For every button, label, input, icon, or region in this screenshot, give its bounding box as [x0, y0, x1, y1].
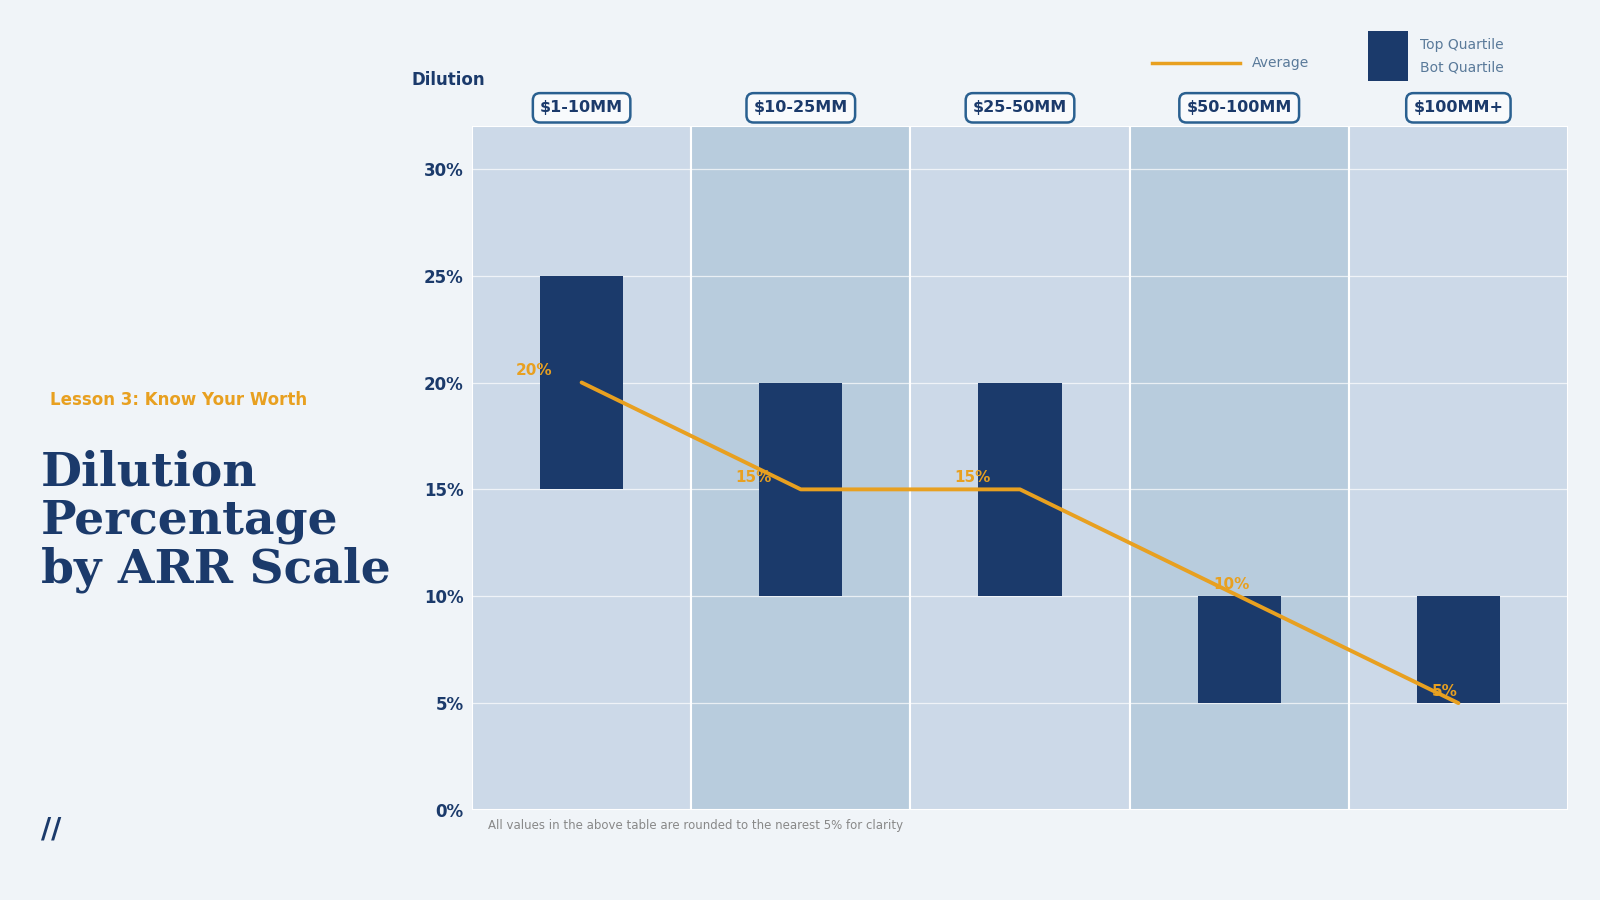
Text: Dilution: Dilution: [411, 71, 485, 89]
Bar: [758, 382, 843, 596]
Bar: [1349, 126, 1568, 810]
Text: $25-50MM: $25-50MM: [973, 100, 1067, 115]
Bar: [1130, 126, 1349, 810]
Text: 5%: 5%: [1432, 684, 1458, 698]
Text: $10-25MM: $10-25MM: [754, 100, 848, 115]
Bar: [910, 126, 1130, 810]
Text: All values in the above table are rounded to the nearest 5% for clarity: All values in the above table are rounde…: [488, 819, 902, 832]
Bar: [1197, 596, 1282, 703]
Text: //: //: [42, 815, 61, 843]
Text: 15%: 15%: [954, 470, 990, 485]
Text: 15%: 15%: [734, 470, 771, 485]
Bar: [1416, 596, 1501, 703]
Text: Bot Quartile: Bot Quartile: [1421, 60, 1504, 74]
Text: Average: Average: [1253, 56, 1309, 70]
Text: Lesson 3: Know Your Worth: Lesson 3: Know Your Worth: [50, 391, 307, 409]
Text: $50-100MM: $50-100MM: [1187, 100, 1291, 115]
Text: 10%: 10%: [1213, 577, 1250, 592]
Bar: [691, 126, 910, 810]
Bar: [978, 382, 1062, 596]
Bar: [539, 275, 624, 490]
Text: $100MM+: $100MM+: [1413, 100, 1504, 115]
Text: Top Quartile: Top Quartile: [1421, 39, 1504, 52]
Text: 20%: 20%: [515, 364, 552, 378]
Bar: [472, 126, 691, 810]
Text: Dilution
Percentage
by ARR Scale: Dilution Percentage by ARR Scale: [42, 450, 390, 592]
Text: $1-10MM: $1-10MM: [541, 100, 622, 115]
